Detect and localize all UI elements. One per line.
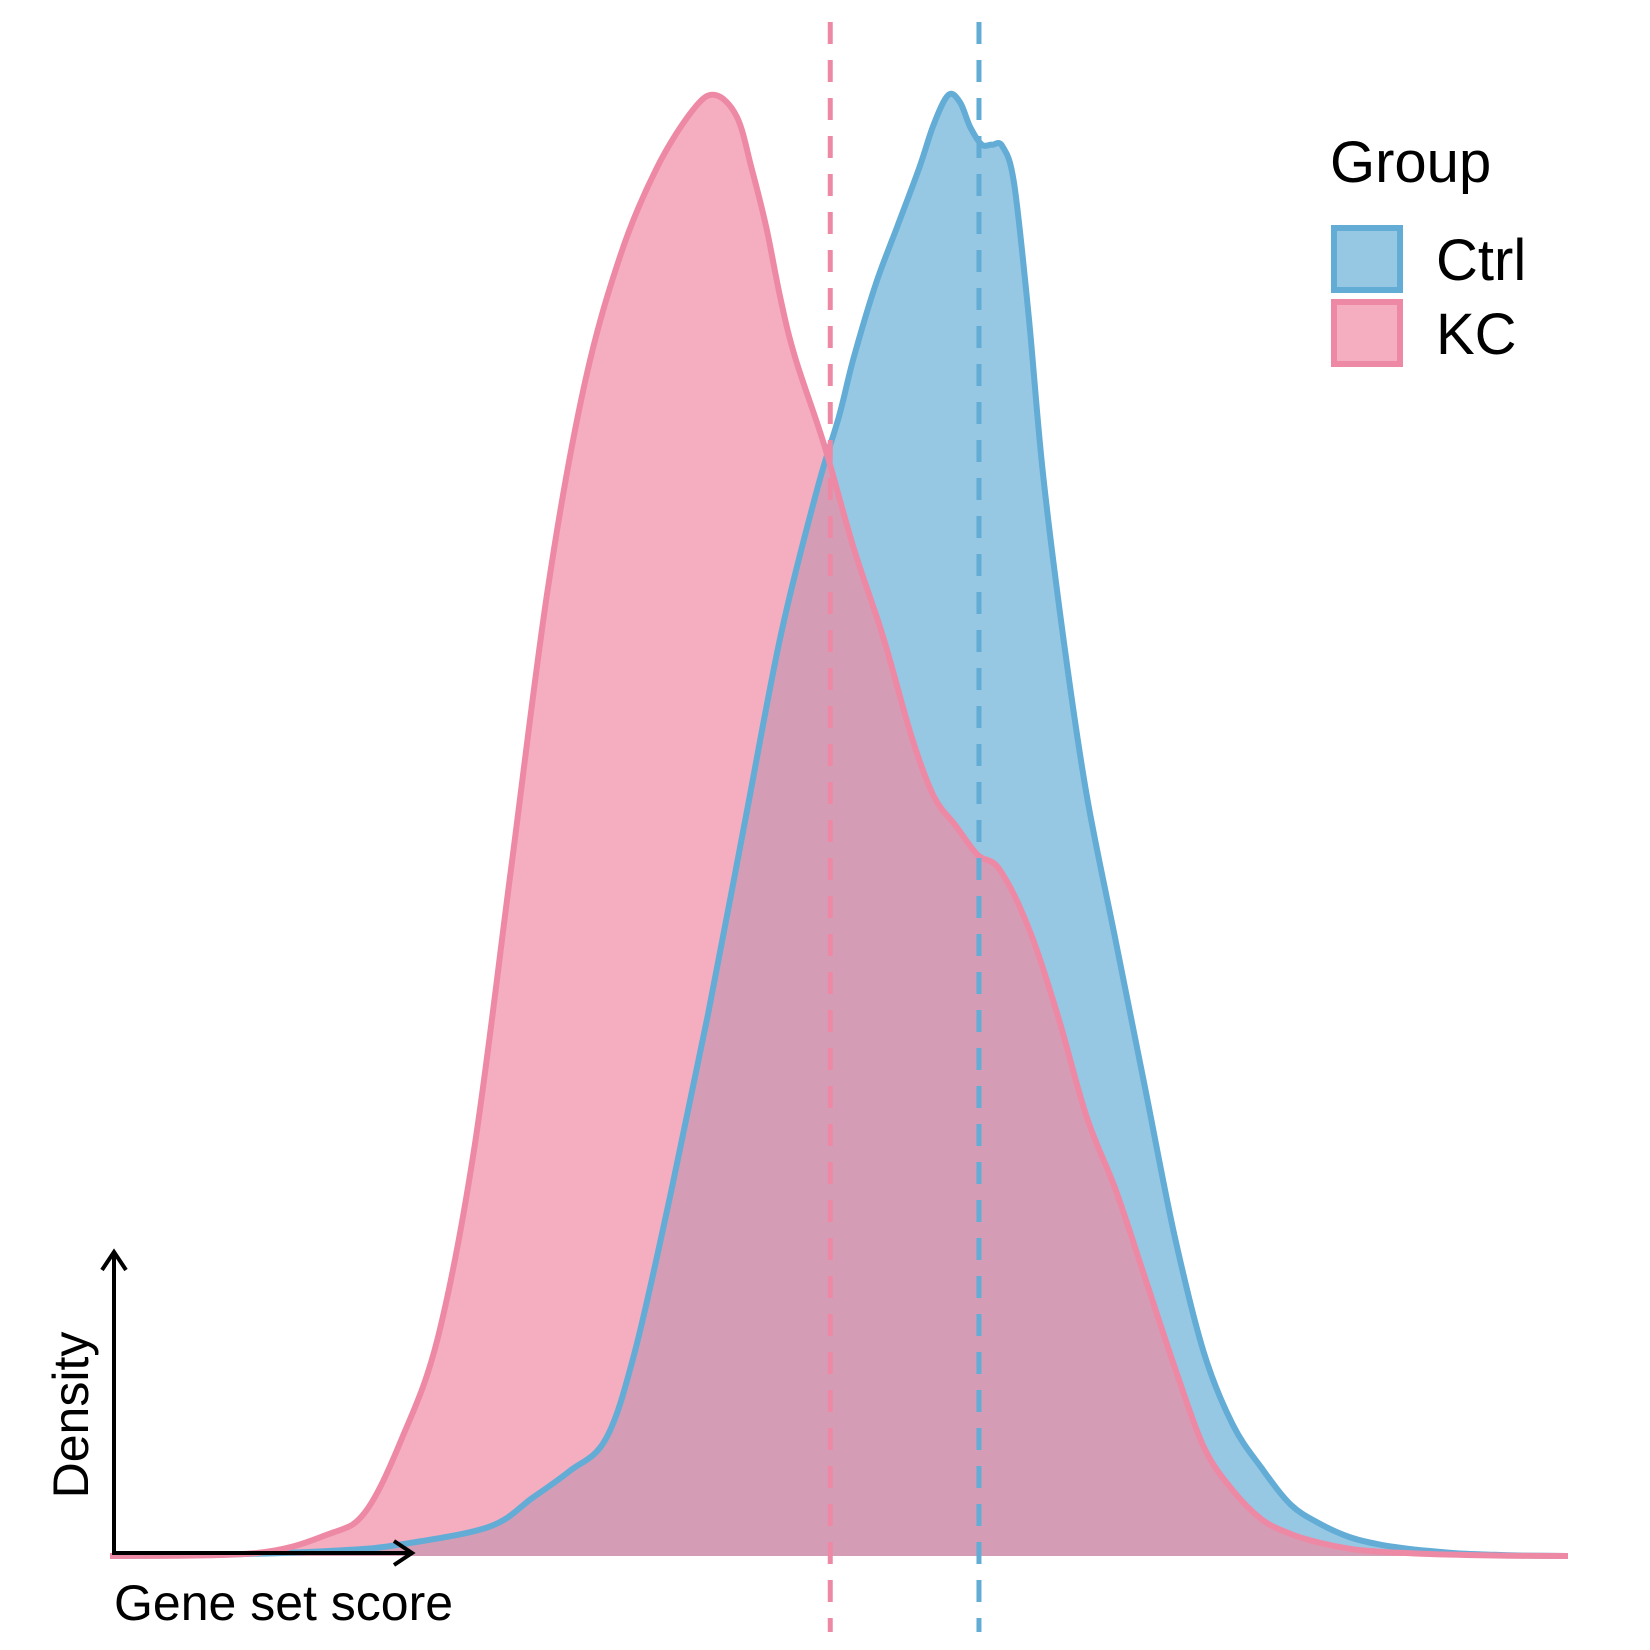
y-axis-arrowhead xyxy=(100,1248,128,1272)
density-areas xyxy=(109,90,1569,1559)
line-kc xyxy=(109,91,1569,1559)
legend-label-ctrl: Ctrl xyxy=(1436,228,1526,293)
legend-swatch-kc xyxy=(1331,299,1403,367)
x-axis-arrowhead xyxy=(392,1539,416,1567)
axis-arrows xyxy=(100,1248,416,1567)
legend: Group Ctrl KC xyxy=(1330,130,1526,367)
legend-swatch-ctrl xyxy=(1331,225,1403,293)
legend-label-kc: KC xyxy=(1436,302,1517,367)
y-axis-label: Density xyxy=(43,1332,99,1499)
x-axis-label: Gene set score xyxy=(114,1575,453,1631)
mean-lines xyxy=(827,22,982,1632)
line-ctrl xyxy=(109,90,1569,1559)
legend-title: Group xyxy=(1330,130,1491,195)
